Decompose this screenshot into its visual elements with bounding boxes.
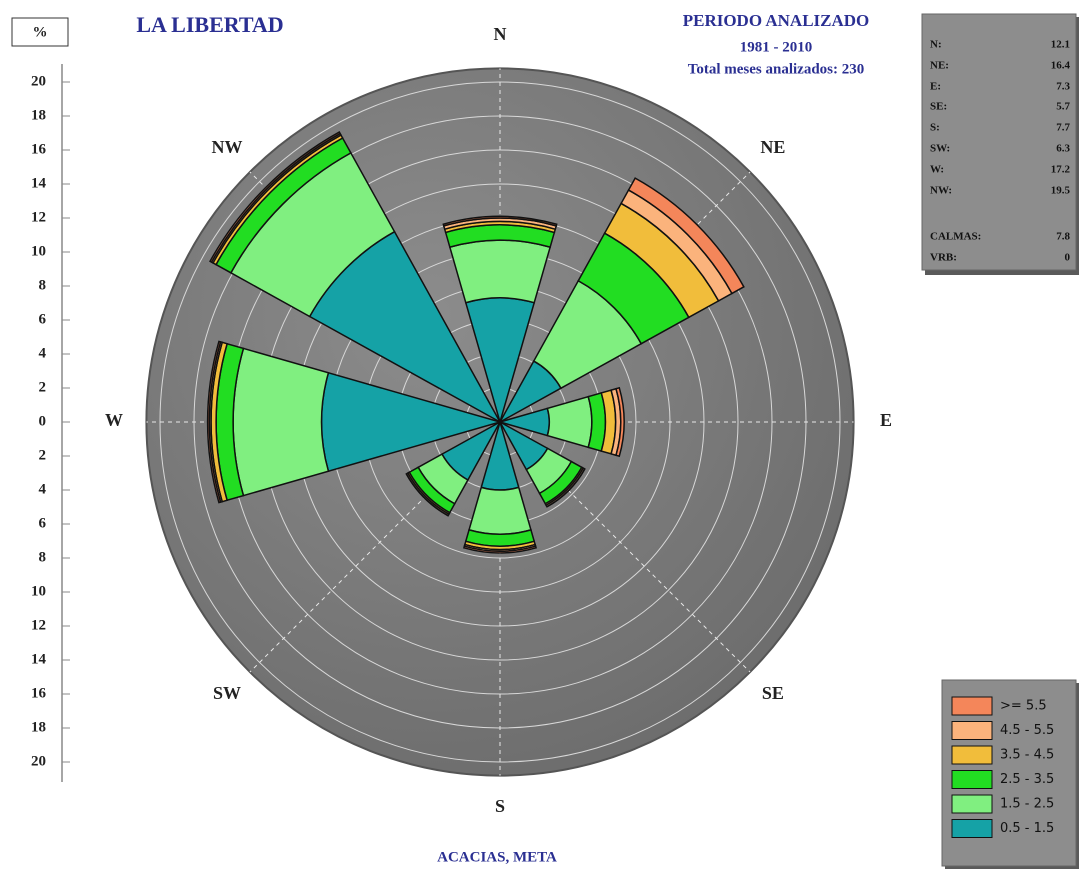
legend-label: 3.5 - 4.5 (1000, 748, 1054, 763)
y-tick-label: 6 (39, 515, 47, 531)
stat-value: 16.4 (1051, 60, 1071, 72)
y-tick-label: 18 (31, 107, 46, 123)
y-tick-label: 2 (39, 447, 47, 463)
wedge-segment (462, 545, 538, 554)
legend-swatch (951, 770, 993, 789)
stat-label: SW: (930, 143, 950, 155)
legend-swatch (951, 696, 993, 716)
stat-value: 12.1 (1051, 39, 1070, 51)
months-note: Total meses analizados: 230 (688, 61, 865, 77)
direction-label: NE (760, 137, 785, 157)
wedge-segment (442, 215, 558, 227)
y-tick-label: 2 (39, 379, 47, 395)
y-tick-label: 10 (31, 243, 46, 259)
legend-label: 2.5 - 3.5 (1000, 772, 1054, 787)
y-tick-label: 12 (31, 209, 46, 225)
stat-value: 7.3 (1056, 81, 1070, 93)
y-tick-label: 16 (31, 685, 47, 701)
stat-label: W: (930, 164, 944, 176)
chart-title: LA LIBERTAD (136, 12, 283, 37)
stat-value: 0 (1065, 252, 1071, 264)
y-tick-label: 14 (31, 175, 47, 191)
legend-swatch (951, 745, 993, 765)
y-tick-label: 10 (31, 583, 46, 599)
wedge-segment (206, 340, 222, 504)
stat-label: N: (930, 39, 942, 51)
direction-label: NW (212, 137, 243, 157)
legend-label: 4.5 - 5.5 (1000, 723, 1054, 738)
stat-label: CALMAS: (930, 231, 981, 243)
y-tick-label: 18 (31, 719, 46, 735)
stat-label: NW: (930, 185, 952, 197)
y-tick-label: 14 (31, 651, 47, 667)
legend-swatch (951, 794, 993, 814)
unit-label: % (33, 24, 48, 40)
footer: ACACIAS, META (437, 849, 557, 865)
stat-value: 17.2 (1051, 164, 1071, 176)
stat-value: 5.7 (1056, 101, 1070, 113)
legend-swatch (951, 819, 993, 838)
period: 1981 - 2010 (740, 39, 813, 55)
stats-box (921, 13, 1077, 271)
legend-label: 0.5 - 1.5 (1000, 821, 1054, 836)
y-tick-label: 6 (39, 311, 47, 327)
y-tick-label: 12 (31, 617, 46, 633)
wedge-segment (232, 347, 330, 497)
y-tick-label: 4 (39, 345, 47, 361)
legend-label: 1.5 - 2.5 (1000, 797, 1054, 812)
stat-label: E: (930, 81, 941, 93)
direction-label: E (880, 410, 892, 430)
stat-value: 19.5 (1051, 185, 1071, 197)
wedge-segment (209, 131, 342, 264)
wedge-segment (615, 386, 625, 458)
direction-label: SW (213, 683, 241, 703)
direction-label: N (494, 24, 507, 44)
y-tick-label: 4 (39, 481, 47, 497)
direction-label: W (105, 410, 123, 430)
direction-label: SE (762, 683, 784, 703)
y-tick-label: 8 (39, 277, 47, 293)
y-tick-label: 0 (39, 413, 47, 429)
period-title: PERIODO ANALIZADO (683, 11, 870, 30)
wedge-segment (627, 177, 745, 295)
legend-swatch (951, 721, 993, 740)
direction-label: S (495, 796, 505, 816)
stat-label: SE: (930, 101, 947, 113)
stat-value: 7.7 (1056, 122, 1070, 134)
unit-box (11, 17, 69, 47)
stat-label: VRB: (930, 252, 957, 264)
y-tick-label: 20 (31, 73, 46, 89)
legend-label: >= 5.5 (1000, 699, 1047, 714)
y-tick-label: 20 (31, 753, 46, 769)
y-tick-label: 16 (31, 141, 47, 157)
wedge-segment (448, 239, 552, 304)
stat-value: 7.8 (1056, 231, 1070, 243)
stat-value: 6.3 (1056, 143, 1070, 155)
stat-label: NE: (930, 60, 949, 72)
stat-label: S: (930, 122, 940, 134)
y-tick-label: 8 (39, 549, 47, 565)
